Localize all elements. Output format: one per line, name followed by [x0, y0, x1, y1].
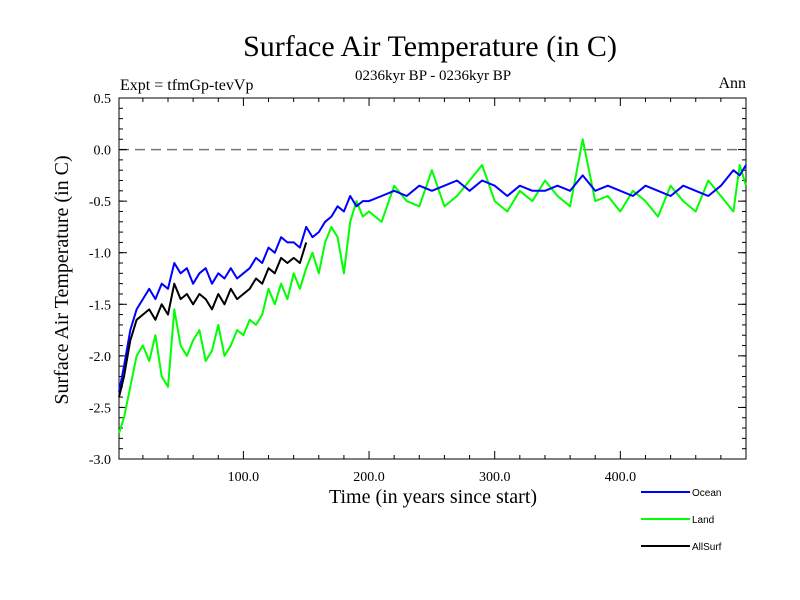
x-tick-label: 100.0 [228, 470, 260, 485]
y-axis-label: Surface Air Temperature (in C) [51, 155, 73, 404]
y-tick-label: -2.0 [89, 350, 111, 365]
legend: Ocean Land AllSurf [641, 488, 722, 553]
experiment-label: Expt = tfmGp-tevVp [120, 77, 253, 94]
y-tick-label: 0.0 [94, 144, 112, 159]
y-tick-label: 0.5 [94, 92, 112, 107]
y-tick-label: -2.5 [89, 401, 111, 416]
x-axis-label: Time (in years since start) [329, 486, 537, 508]
legend-label-land: Land [692, 515, 714, 526]
chart-title: Surface Air Temperature (in C) [243, 30, 617, 63]
season-label: Ann [718, 75, 746, 92]
series-line-allsurf [118, 242, 308, 398]
x-tick-label: 300.0 [479, 470, 511, 485]
legend-label-ocean: Ocean [692, 488, 721, 499]
legend-label-allsurf: AllSurf [692, 542, 722, 553]
y-tick-label: -1.0 [89, 247, 111, 262]
chart-subtitle: 0236kyr BP - 0236kyr BP [355, 68, 511, 84]
series-line-land [118, 138, 747, 434]
series-line-ocean [118, 164, 747, 393]
plot-frame [118, 97, 747, 460]
x-tick-label: 400.0 [605, 470, 637, 485]
y-tick-label: -1.5 [89, 298, 111, 313]
y-tick-label: -0.5 [89, 195, 111, 210]
x-tick-label: 200.0 [353, 470, 385, 485]
plot-area: 0.5 0.0 -0.5 -1.0 -1.5 -2.0 -2.5 -3.0 100.0 200.0… [89, 92, 747, 485]
y-tick-label: -3.0 [89, 453, 111, 468]
